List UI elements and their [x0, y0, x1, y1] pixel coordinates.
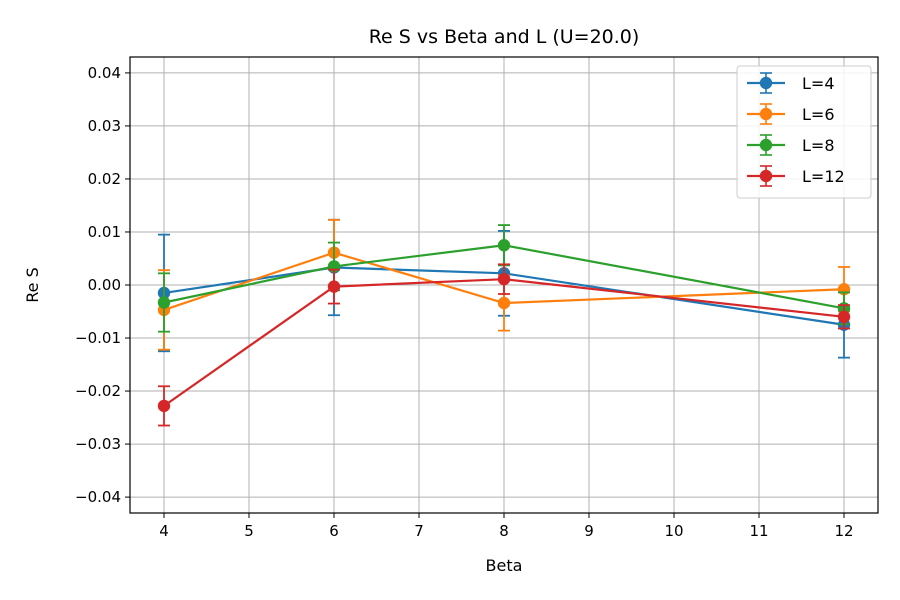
data-point — [497, 296, 511, 310]
legend-label: L=4 — [802, 74, 835, 93]
series-line — [163, 251, 845, 311]
legend-marker — [759, 76, 773, 90]
series-line — [163, 278, 845, 407]
chart-title: Re S vs Beta and L (U=20.0) — [369, 26, 640, 48]
data-point — [497, 272, 511, 286]
legend-entry: L=6 — [747, 103, 835, 125]
y-tick-label: −0.01 — [75, 329, 121, 347]
y-tick-label: 0.02 — [88, 170, 121, 188]
legend-entry: L=4 — [747, 72, 835, 94]
legend-label: L=6 — [802, 105, 835, 124]
y-tick-label: 0.00 — [88, 276, 121, 294]
data-point — [497, 239, 511, 252]
legend: L=4 L=6 L=8 L=12 — [736, 65, 872, 199]
legend-label: L=12 — [802, 167, 845, 186]
plot-frame — [129, 56, 879, 514]
series-l-12 — [157, 263, 851, 427]
data-point — [157, 399, 171, 413]
series-line — [163, 244, 845, 310]
x-axis-label: Beta — [486, 556, 523, 575]
series-layer — [157, 218, 851, 427]
y-tick-label: 0.04 — [88, 64, 121, 82]
x-tick-label: 12 — [834, 522, 853, 540]
data-point — [837, 310, 851, 324]
axis-ticks: 4 5 6 7 8 9 10 11 12 −0.04 −0.03 −0.02 −0.01 0.00 0.01… — [75, 64, 854, 540]
y-tick-label: −0.04 — [75, 488, 121, 506]
y-axis-label: Re S — [23, 267, 42, 302]
x-tick-label: 9 — [584, 522, 594, 540]
x-tick-label: 8 — [499, 522, 509, 540]
y-tick-label: −0.02 — [75, 382, 121, 400]
legend-marker — [759, 169, 773, 183]
y-tick-label: 0.01 — [88, 223, 121, 241]
x-tick-label: 6 — [329, 522, 339, 540]
data-point — [327, 280, 341, 293]
legend-entry: L=8 — [747, 134, 835, 156]
data-point — [157, 296, 171, 309]
x-tick-label: 11 — [749, 522, 768, 540]
legend-marker — [759, 107, 773, 121]
legend-marker — [759, 138, 773, 152]
x-tick-label: 4 — [159, 522, 169, 540]
x-tick-label: 5 — [244, 522, 254, 540]
y-tick-label: 0.03 — [88, 117, 121, 135]
legend-box — [736, 65, 872, 199]
y-tick-label: −0.03 — [75, 435, 121, 453]
legend-label: L=8 — [802, 136, 835, 155]
x-tick-label: 10 — [664, 522, 683, 540]
x-tick-label: 7 — [414, 522, 424, 540]
legend-entry: L=12 — [747, 165, 845, 187]
